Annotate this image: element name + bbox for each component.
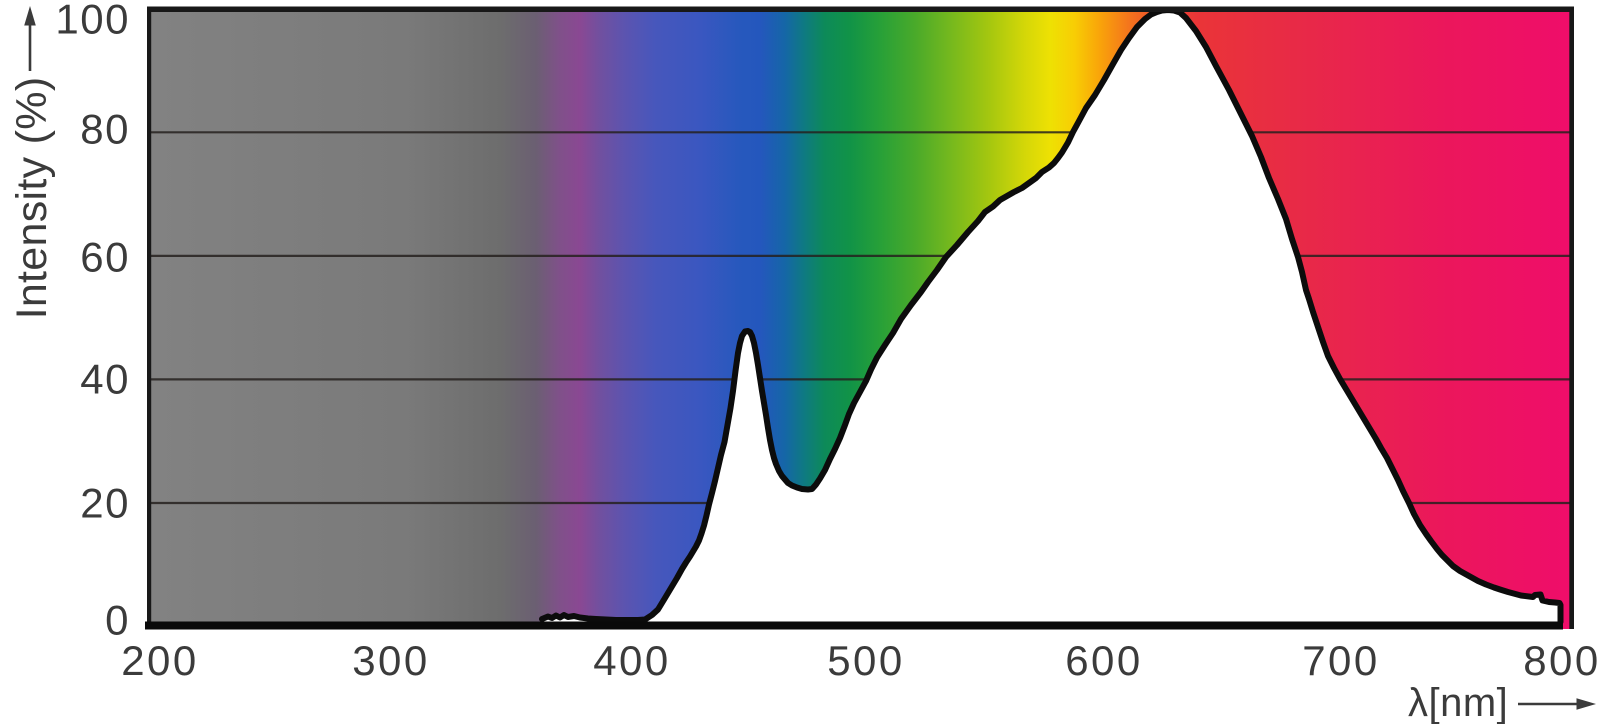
svg-text:500: 500: [827, 637, 905, 684]
svg-text:100: 100: [55, 0, 130, 43]
svg-text:20: 20: [80, 480, 130, 527]
svg-text:λ[nm]: λ[nm]: [1408, 681, 1508, 724]
svg-text:300: 300: [352, 637, 430, 684]
svg-text:200: 200: [121, 637, 199, 684]
svg-text:700: 700: [1302, 637, 1380, 684]
svg-text:80: 80: [80, 106, 130, 153]
svg-text:0: 0: [105, 597, 130, 644]
svg-text:600: 600: [1065, 637, 1143, 684]
svg-text:Intensity (%): Intensity (%): [8, 77, 56, 320]
svg-text:400: 400: [593, 637, 671, 684]
svg-text:60: 60: [80, 234, 130, 281]
svg-text:800: 800: [1523, 637, 1600, 684]
svg-text:40: 40: [80, 356, 130, 403]
